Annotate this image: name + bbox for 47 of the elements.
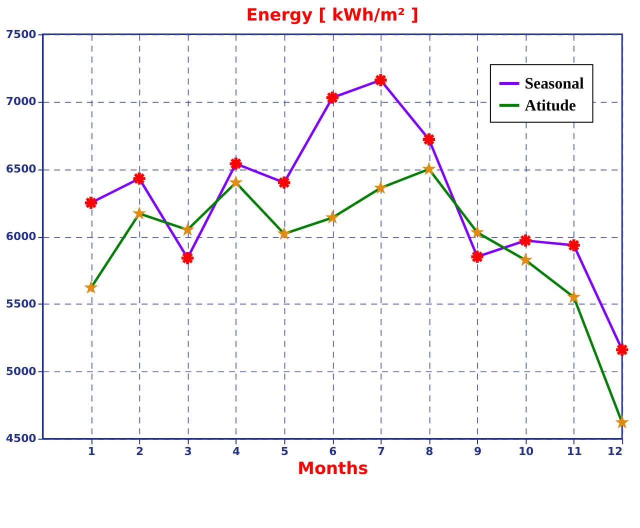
x-tick-label: 7 xyxy=(377,445,386,458)
y-tick-label: 6000 xyxy=(6,230,37,244)
point xyxy=(421,132,437,148)
y-tick-label: 7500 xyxy=(6,28,37,41)
chart-title: Energy [ kWh/m² ] xyxy=(246,4,419,24)
point xyxy=(84,281,98,294)
point xyxy=(471,226,484,238)
point xyxy=(278,227,290,240)
point xyxy=(422,162,436,174)
x-tick-label: 2 xyxy=(136,445,144,458)
x-tick-label: 1 xyxy=(88,445,96,458)
x-tick-label: 6 xyxy=(329,445,338,458)
point xyxy=(568,290,580,303)
x-tick-label: 10 xyxy=(518,445,534,458)
point xyxy=(518,233,534,248)
x-tick-label: 11 xyxy=(566,445,582,458)
point xyxy=(326,211,339,223)
point xyxy=(181,223,194,236)
legend-label: Atitude xyxy=(524,97,576,114)
point xyxy=(230,176,242,188)
point xyxy=(276,175,292,190)
y-tick-label: 6500 xyxy=(6,162,37,176)
y-tick-label: 4500 xyxy=(6,432,37,446)
x-axis-title: Months xyxy=(298,458,368,478)
y-tick-label: 5500 xyxy=(6,297,37,310)
x-tick-label: 4 xyxy=(232,445,241,458)
point xyxy=(470,249,485,264)
y-tick-label: 5000 xyxy=(6,364,37,378)
point xyxy=(616,416,628,428)
point xyxy=(566,238,582,253)
point xyxy=(133,207,146,219)
x-tick-label: 8 xyxy=(426,445,434,458)
point xyxy=(519,254,532,266)
x-tick-label: 9 xyxy=(474,445,482,458)
y-tick-label: 7000 xyxy=(6,95,37,108)
point xyxy=(83,195,99,210)
x-tick-label: 3 xyxy=(184,445,192,458)
point xyxy=(374,182,387,194)
legend-label: Seasonal xyxy=(524,75,584,92)
x-tick-label: 12 xyxy=(607,445,623,458)
point xyxy=(132,170,147,186)
point xyxy=(324,90,340,106)
point xyxy=(614,342,630,358)
point xyxy=(228,156,244,172)
point xyxy=(373,72,388,88)
point xyxy=(180,250,196,266)
x-tick-label: 5 xyxy=(280,445,288,458)
